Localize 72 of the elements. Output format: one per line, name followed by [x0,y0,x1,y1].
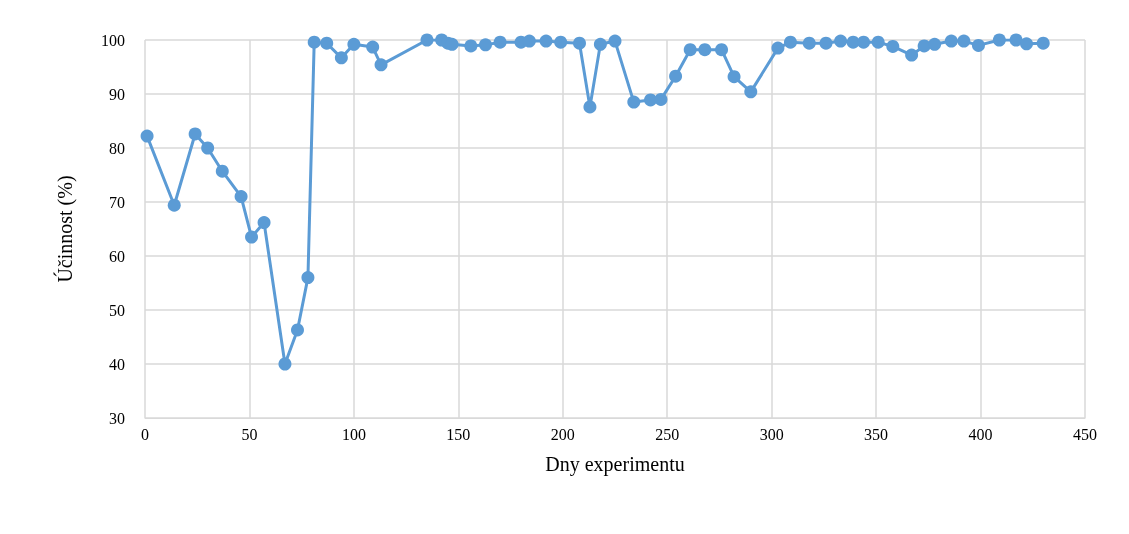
point [771,41,785,55]
point [683,43,697,57]
point [257,216,271,230]
point [307,35,321,49]
x-tick-label: 450 [1073,425,1097,443]
point [886,39,900,53]
point [802,36,816,50]
point [819,36,833,50]
x-tick-label: 350 [864,425,889,443]
y-tick-label: 100 [101,31,125,49]
point [871,35,885,49]
point [971,38,985,52]
point [464,39,478,53]
point [201,141,215,155]
point [334,51,348,65]
point [1036,36,1050,50]
point [420,33,434,47]
point [374,58,388,72]
point [944,34,958,48]
point [992,33,1006,47]
point [744,85,758,99]
point [366,40,380,54]
y-axis-title: Účinnost (%) [53,175,77,283]
point [554,35,568,49]
point [1020,37,1034,51]
y-tick-label: 90 [109,85,125,103]
y-tick-label: 40 [109,355,125,373]
x-tick-label: 0 [141,425,149,443]
point [140,129,154,143]
point [698,43,712,57]
point [301,271,315,285]
point [905,48,919,62]
point [493,35,507,49]
x-axis-title: Dny experimentu [545,453,685,476]
point [715,43,729,57]
point [654,92,668,106]
point [245,230,259,244]
point [234,190,248,204]
point [857,35,871,49]
point [215,164,229,178]
point [928,37,942,51]
point [479,38,492,52]
x-tick-label: 50 [241,425,258,443]
point [573,36,586,50]
point [167,198,181,212]
x-tick-label: 200 [550,425,575,443]
point [291,323,304,337]
x-tick-label: 300 [759,425,784,443]
point [834,34,848,48]
point [727,70,741,84]
y-tick-label: 80 [109,139,125,157]
y-tick-label: 30 [109,409,125,427]
point [188,127,202,141]
x-tick-label: 400 [968,425,993,443]
point [957,34,971,48]
point [593,37,607,51]
point [669,69,683,83]
x-tick-label: 250 [655,425,680,443]
point [539,34,553,48]
y-tick-label: 70 [109,193,125,211]
point [608,34,622,48]
y-tick-label: 60 [109,247,125,265]
point [347,37,361,51]
point [278,357,292,371]
y-tick-label: 50 [109,301,125,319]
point [583,100,597,114]
point [627,95,641,109]
point [320,36,334,50]
x-tick-label: 150 [446,425,471,443]
x-tick-label: 100 [341,425,366,443]
point [783,35,797,49]
point [522,34,536,48]
